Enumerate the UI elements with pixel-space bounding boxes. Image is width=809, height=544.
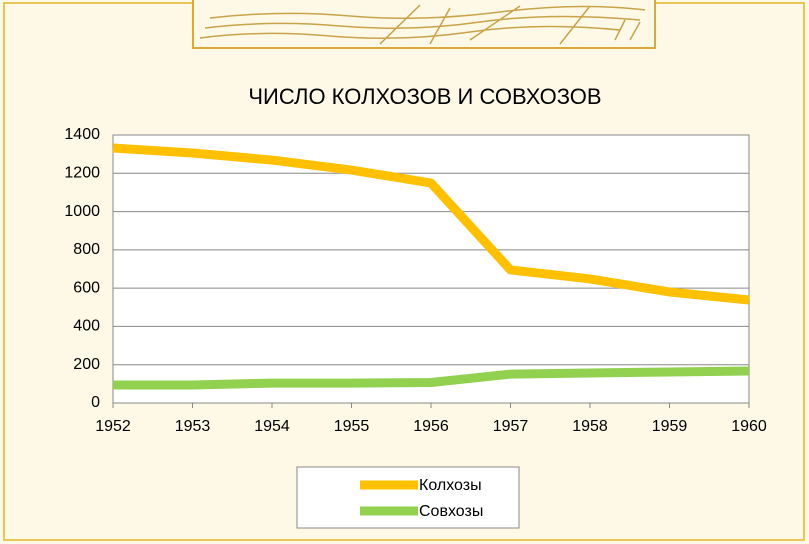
y-tick-label: 400 bbox=[73, 318, 100, 335]
legend-label: Совхозы bbox=[419, 503, 483, 520]
y-tick-label: 1400 bbox=[64, 126, 100, 143]
x-tick-label: 1955 bbox=[334, 418, 370, 435]
x-tick-label: 1956 bbox=[413, 418, 449, 435]
y-tick-label: 1200 bbox=[64, 165, 100, 182]
x-tick-label: 1958 bbox=[572, 418, 608, 435]
header-illustration bbox=[193, 0, 655, 48]
x-tick-label: 1952 bbox=[95, 418, 131, 435]
x-tick-label: 1953 bbox=[175, 418, 211, 435]
legend-label: Колхозы bbox=[419, 477, 482, 494]
y-tick-label: 800 bbox=[73, 241, 100, 258]
x-tick-label: 1959 bbox=[652, 418, 688, 435]
x-tick-label: 1960 bbox=[731, 418, 767, 435]
x-tick-label: 1957 bbox=[493, 418, 529, 435]
chart-title: ЧИСЛО КОЛХОЗОВ И СОВХОЗОВ bbox=[248, 84, 601, 109]
legend-box bbox=[297, 467, 519, 528]
y-tick-label: 600 bbox=[73, 279, 100, 296]
y-tick-label: 200 bbox=[73, 356, 100, 373]
x-tick-label: 1954 bbox=[254, 418, 290, 435]
y-tick-label: 1000 bbox=[64, 203, 100, 220]
y-tick-label: 0 bbox=[91, 394, 100, 411]
page: ЧИСЛО КОЛХОЗОВ И СОВХОЗОВ 0 200 400 600 800 1… bbox=[0, 0, 809, 544]
plot-area bbox=[113, 135, 749, 403]
